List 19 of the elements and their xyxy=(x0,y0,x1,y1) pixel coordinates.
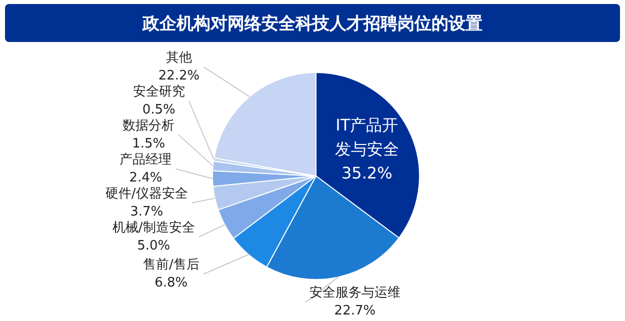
slice-label: 产品经理 xyxy=(120,152,172,168)
slice-label: 数据分析 xyxy=(122,118,175,134)
chart-title: 政企机构对网络安全科技人才招聘岗位的设置 xyxy=(5,4,620,42)
slice-label: IT产品开发与安全 xyxy=(334,116,399,159)
slice-label: 其他 xyxy=(166,50,192,66)
data-label: 2.4% xyxy=(129,170,162,186)
data-label: 22.2% xyxy=(158,68,200,84)
data-label: 35.2% xyxy=(341,164,392,183)
data-label: 6.8% xyxy=(154,275,188,290)
data-label: 3.7% xyxy=(130,204,164,220)
slice-label: 售前/售后 xyxy=(142,257,200,272)
data-label: 5.0% xyxy=(137,238,170,254)
slice-label: 安全服务与运维 xyxy=(309,284,400,301)
slice-label: 硬件/仪器安全 xyxy=(105,185,188,202)
data-label: 1.5% xyxy=(132,136,166,152)
data-label: 0.5% xyxy=(142,102,176,118)
slice-label: 机械/制造安全 xyxy=(112,219,195,236)
data-label: 22.7% xyxy=(334,304,376,319)
slice-label: 安全研究 xyxy=(132,83,185,100)
